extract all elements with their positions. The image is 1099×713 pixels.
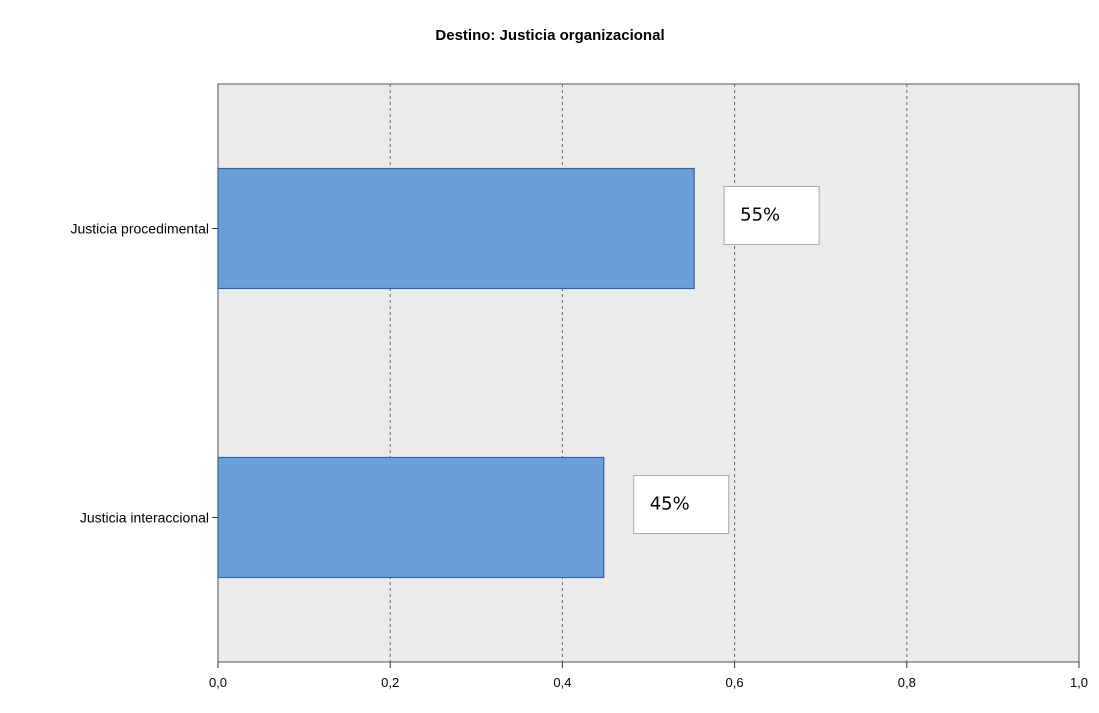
category-label: Justicia procedimental [70,221,209,237]
data-label: 45% [650,494,690,515]
x-tick-label: 0,8 [898,675,916,690]
bar [217,167,695,290]
data-label-box [723,186,820,245]
category-label: Justicia interaccional [80,510,209,526]
x-tick-label: 0,6 [726,675,744,690]
bars: 55% 45% [217,167,820,579]
data-label: 55% [740,205,780,226]
x-tick-label: 0,0 [209,675,227,690]
data-label-box [633,475,730,534]
x-tick-label: 0,4 [553,675,571,690]
chart-title: Destino: Justicia organizacional [435,27,664,44]
x-tick-label: 0,2 [381,675,399,690]
category-axis: Justicia procedimental Justicia interacci… [70,221,218,526]
x-tick-label: 1,0 [1070,675,1088,690]
x-axis: 0,0 0,2 0,4 0,6 0,8 1,0 [209,662,1088,690]
bar [217,456,605,579]
